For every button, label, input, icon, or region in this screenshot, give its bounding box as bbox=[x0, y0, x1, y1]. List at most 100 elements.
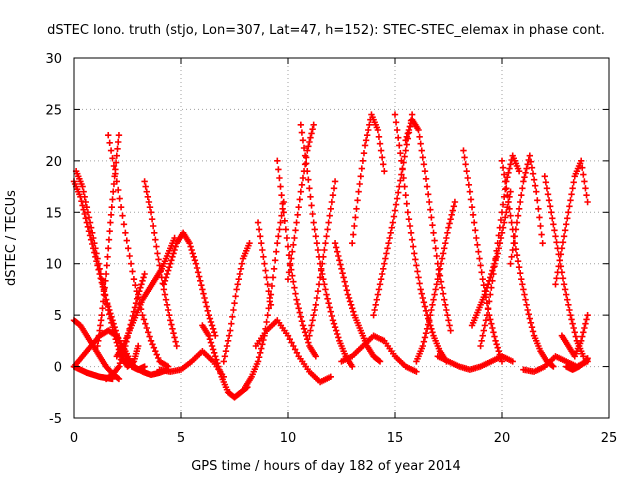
data-point bbox=[529, 170, 537, 177]
data-point bbox=[518, 191, 525, 199]
data-point bbox=[301, 161, 309, 168]
data-point bbox=[483, 311, 491, 319]
data-point bbox=[433, 281, 440, 288]
data-point bbox=[107, 211, 115, 219]
data-point bbox=[212, 332, 219, 339]
data-point bbox=[206, 315, 214, 322]
x-tick-label: 15 bbox=[387, 431, 404, 446]
data-point bbox=[396, 183, 403, 190]
data-series-23 bbox=[349, 111, 388, 247]
data-point bbox=[100, 291, 108, 298]
data-point bbox=[525, 311, 532, 318]
data-point bbox=[415, 274, 422, 281]
data-point bbox=[94, 255, 101, 262]
data-point bbox=[524, 306, 531, 314]
data-point bbox=[299, 322, 307, 329]
data-point bbox=[524, 161, 531, 168]
data-point bbox=[103, 301, 111, 309]
data-point bbox=[478, 337, 485, 345]
data-point bbox=[112, 170, 119, 177]
data-point bbox=[221, 353, 229, 360]
data-point bbox=[157, 268, 164, 275]
data-point bbox=[536, 214, 543, 221]
data-point bbox=[298, 129, 306, 136]
data-point bbox=[340, 274, 347, 281]
data-point bbox=[401, 183, 408, 190]
data-point bbox=[422, 329, 430, 337]
data-point bbox=[290, 241, 297, 249]
data-point bbox=[107, 147, 115, 154]
data-point bbox=[346, 298, 354, 305]
data-point bbox=[267, 301, 275, 309]
data-point bbox=[130, 275, 138, 283]
data-point bbox=[448, 211, 455, 219]
data-series-28 bbox=[413, 198, 459, 365]
data-point bbox=[343, 287, 351, 294]
data-point bbox=[442, 239, 449, 247]
data-point bbox=[401, 153, 408, 160]
data-point bbox=[567, 311, 574, 319]
data-point bbox=[324, 226, 331, 233]
data-point bbox=[301, 152, 309, 159]
data-point bbox=[234, 281, 241, 288]
data-point bbox=[325, 299, 332, 307]
data-point bbox=[268, 282, 276, 290]
data-series-16 bbox=[254, 219, 275, 309]
data-point bbox=[506, 165, 513, 172]
data-point bbox=[398, 157, 405, 165]
data-point bbox=[474, 241, 481, 249]
data-series-29 bbox=[434, 353, 516, 373]
data-point bbox=[190, 253, 198, 261]
data-point bbox=[341, 278, 348, 285]
data-point bbox=[461, 154, 468, 161]
data-point bbox=[549, 215, 556, 222]
y-tick-label: 5 bbox=[54, 309, 62, 324]
y-tick-label: 30 bbox=[45, 52, 62, 67]
data-point bbox=[171, 234, 178, 242]
data-point bbox=[381, 167, 388, 175]
data-point bbox=[273, 248, 280, 255]
data-point bbox=[566, 203, 573, 210]
data-point bbox=[552, 281, 559, 288]
data-point bbox=[497, 354, 505, 362]
data-point bbox=[444, 229, 451, 237]
data-point bbox=[288, 255, 295, 262]
data-point bbox=[499, 201, 507, 208]
data-point bbox=[507, 188, 514, 195]
data-point bbox=[256, 349, 264, 357]
data-point bbox=[352, 214, 359, 221]
data-point bbox=[109, 196, 116, 203]
data-point bbox=[96, 265, 103, 273]
data-point bbox=[117, 203, 125, 211]
data-point bbox=[129, 268, 136, 275]
data-point bbox=[186, 239, 193, 247]
data-point bbox=[558, 245, 566, 252]
data-point bbox=[511, 233, 519, 240]
data-point bbox=[301, 329, 309, 336]
data-point bbox=[209, 325, 217, 333]
data-point bbox=[81, 193, 88, 201]
data-point bbox=[296, 309, 303, 316]
data-point bbox=[381, 260, 388, 267]
data-point bbox=[246, 239, 253, 247]
x-axis-label: GPS time / hours of day 182 of year 2014 bbox=[191, 459, 461, 474]
data-point bbox=[115, 131, 123, 139]
data-point bbox=[429, 329, 436, 336]
data-point bbox=[265, 305, 272, 312]
data-point bbox=[82, 198, 89, 206]
data-point bbox=[480, 281, 488, 289]
data-point bbox=[323, 291, 330, 298]
data-point bbox=[520, 286, 527, 293]
data-point bbox=[543, 185, 551, 192]
data-point bbox=[103, 262, 111, 269]
data-point bbox=[99, 281, 107, 288]
data-point bbox=[197, 277, 204, 285]
data-point bbox=[502, 178, 509, 185]
data-point bbox=[500, 171, 508, 178]
data-point bbox=[306, 185, 313, 192]
data-point bbox=[291, 234, 298, 242]
data-point bbox=[497, 216, 505, 224]
data-point bbox=[445, 224, 452, 231]
data-point bbox=[577, 157, 585, 165]
